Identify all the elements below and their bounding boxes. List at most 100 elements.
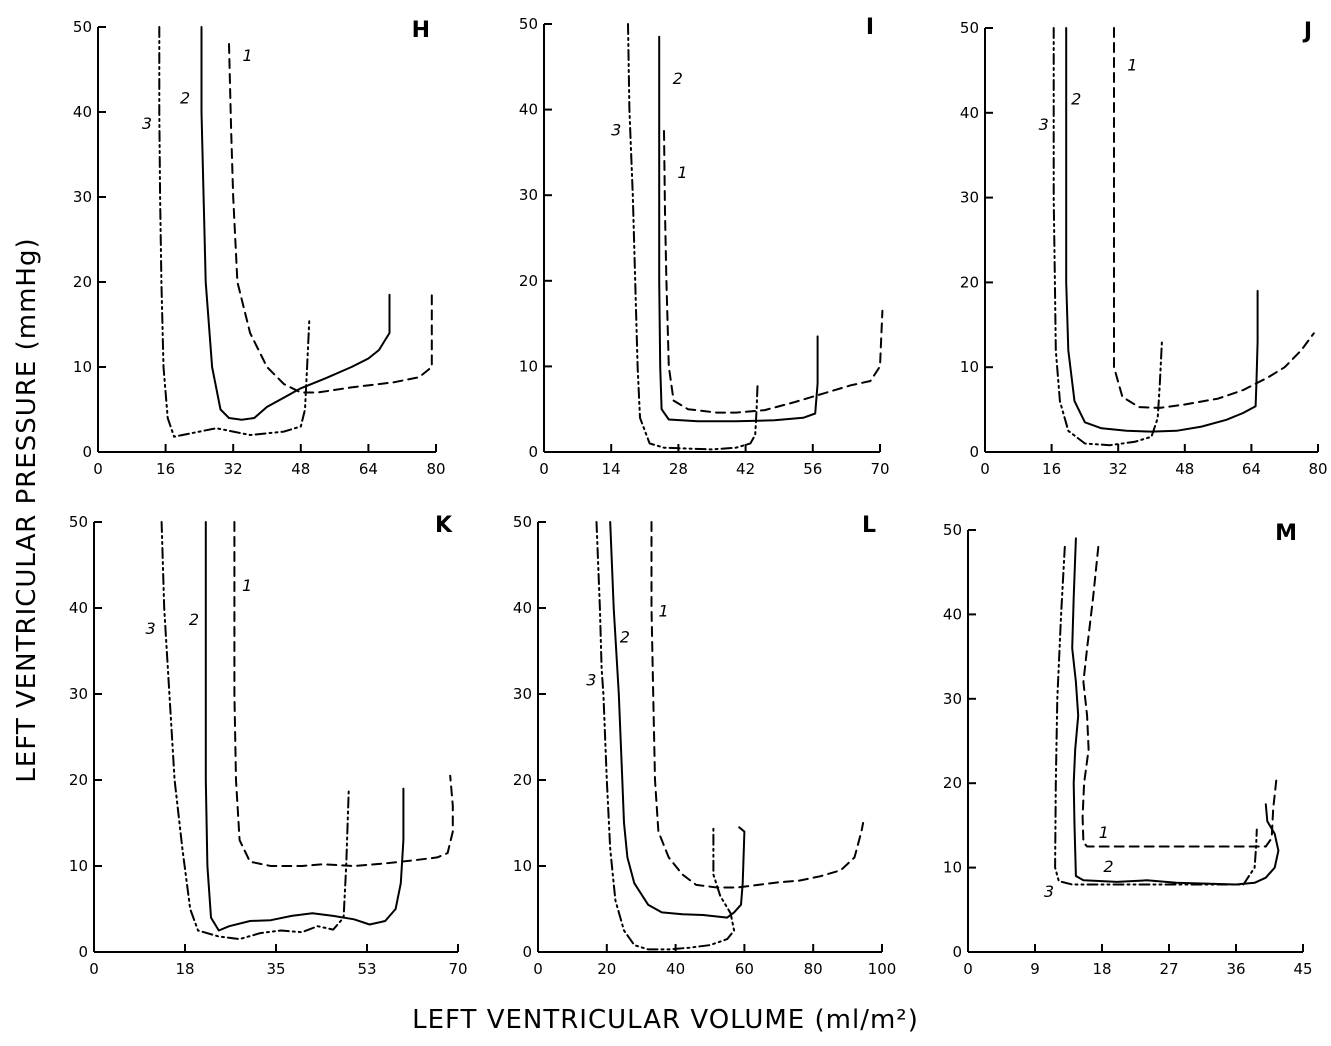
panel-letter: H: [412, 18, 430, 43]
series-line-3: [627, 23, 759, 451]
y-tick-label: 40: [943, 605, 962, 623]
x-tick-label: 20: [597, 960, 616, 978]
x-tick-label: 14: [602, 460, 621, 478]
x-tick-label: 35: [266, 960, 285, 978]
series-line-1: [1081, 545, 1278, 848]
series-label: 2: [673, 69, 683, 88]
series-label: 1: [677, 163, 687, 182]
series-line-1: [1113, 27, 1315, 409]
x-tick-label: 36: [1226, 960, 1245, 978]
x-tick-label: 0: [963, 960, 973, 978]
series-label: 3: [611, 120, 621, 139]
y-tick-label: 30: [513, 685, 532, 703]
x-tick-label: 70: [448, 960, 467, 978]
y-tick-label: 10: [519, 357, 538, 375]
x-tick-label: 70: [870, 460, 889, 478]
series-label: 3: [145, 619, 155, 638]
series-label: 3: [142, 114, 152, 133]
y-tick-label: 40: [73, 103, 92, 121]
panel-m: 0 9 18 27 36 45 0 10 20 30 40 50 M 1 2 3: [943, 521, 1313, 978]
y-tick-label: 0: [528, 443, 538, 461]
x-tick-label: 80: [426, 460, 445, 478]
series-line-2: [609, 521, 746, 919]
x-axis-label: LEFT VENTRICULAR VOLUME (ml/m²): [412, 1005, 919, 1035]
panel-letter: J: [1302, 19, 1312, 44]
x-tick-label: 48: [1175, 460, 1194, 478]
series-line-2: [204, 521, 405, 932]
series-label: 2: [620, 627, 630, 646]
y-tick-label: 10: [943, 859, 962, 877]
series-label: 1: [658, 602, 668, 621]
y-tick-label: 40: [519, 101, 538, 119]
series-label: 1: [242, 576, 252, 595]
series-line-3: [160, 521, 350, 941]
series-label: 2: [189, 610, 199, 629]
series-label: 3: [586, 670, 596, 689]
y-tick-label: 30: [519, 186, 538, 204]
x-tick-label: 48: [291, 460, 310, 478]
x-tick-label: 80: [804, 960, 823, 978]
series-line-2: [1065, 27, 1259, 433]
y-tick-label: 50: [960, 19, 979, 37]
x-tick-label: 40: [666, 960, 685, 978]
x-tick-label: 60: [735, 960, 754, 978]
y-tick-label: 20: [943, 774, 962, 792]
y-tick-label: 50: [513, 513, 532, 531]
x-tick-label: 32: [224, 460, 243, 478]
y-tick-label: 0: [82, 443, 92, 461]
panel-l: 0 20 40 60 80 100 0 10 20 30 40 50 L 1 2 3: [513, 513, 896, 978]
series-line-2: [1071, 537, 1280, 886]
series-label: 2: [1071, 89, 1081, 108]
panel-letter: L: [862, 513, 876, 538]
y-tick-label: 20: [960, 273, 979, 291]
x-tick-label: 0: [539, 460, 549, 478]
y-tick-label: 10: [960, 358, 979, 376]
series-line-3: [595, 521, 736, 951]
series-label: 1: [1099, 823, 1109, 842]
y-tick-label: 20: [513, 771, 532, 789]
y-tick-label: 10: [513, 857, 532, 875]
series-label: 2: [180, 89, 190, 108]
y-tick-label: 20: [519, 272, 538, 290]
series-line-2: [200, 26, 391, 421]
x-tick-label: 64: [359, 460, 378, 478]
x-tick-label: 45: [1293, 960, 1312, 978]
y-tick-label: 30: [73, 188, 92, 206]
panel-letter: I: [866, 15, 874, 40]
y-tick-label: 50: [69, 513, 88, 531]
y-tick-label: 20: [73, 273, 92, 291]
y-tick-label: 30: [960, 189, 979, 207]
x-tick-label: 0: [533, 960, 543, 978]
series-label: 3: [1039, 115, 1049, 134]
y-tick-label: 50: [73, 18, 92, 36]
series-line-1: [228, 43, 433, 394]
x-tick-label: 0: [980, 460, 990, 478]
x-tick-label: 27: [1159, 960, 1178, 978]
x-tick-label: 16: [156, 460, 175, 478]
panel-i: 0 14 28 42 56 70 0 10 20 30 40 50 I 1 2 3: [519, 15, 890, 478]
y-tick-label: 20: [69, 771, 88, 789]
panel-h: 0 16 32 48 64 80 0 10 20 30 40 50 H 1 2 3: [73, 18, 446, 478]
x-tick-label: 56: [803, 460, 822, 478]
x-tick-label: 53: [357, 960, 376, 978]
y-axis-label: LEFT VENTRICULAR PRESSURE (mmHg): [12, 237, 42, 783]
series-line-3: [158, 26, 311, 438]
y-tick-label: 0: [969, 443, 979, 461]
series-line-3: [1054, 545, 1258, 886]
x-tick-label: 0: [89, 960, 99, 978]
x-tick-label: 100: [868, 960, 897, 978]
series-label: 1: [242, 46, 252, 65]
series-line-1: [663, 130, 884, 414]
panel-k: 0 18 35 53 70 0 10 20 30 40 50 K 1 2 3: [69, 513, 468, 978]
y-tick-label: 40: [513, 599, 532, 617]
x-tick-label: 16: [1042, 460, 1061, 478]
y-tick-label: 10: [69, 857, 88, 875]
series-label: 2: [1103, 857, 1113, 876]
x-tick-label: 28: [669, 460, 688, 478]
series-label: 1: [1127, 55, 1137, 74]
y-tick-label: 0: [78, 943, 88, 961]
x-tick-label: 32: [1109, 460, 1128, 478]
series-label: 3: [1044, 882, 1054, 901]
x-tick-label: 42: [736, 460, 755, 478]
